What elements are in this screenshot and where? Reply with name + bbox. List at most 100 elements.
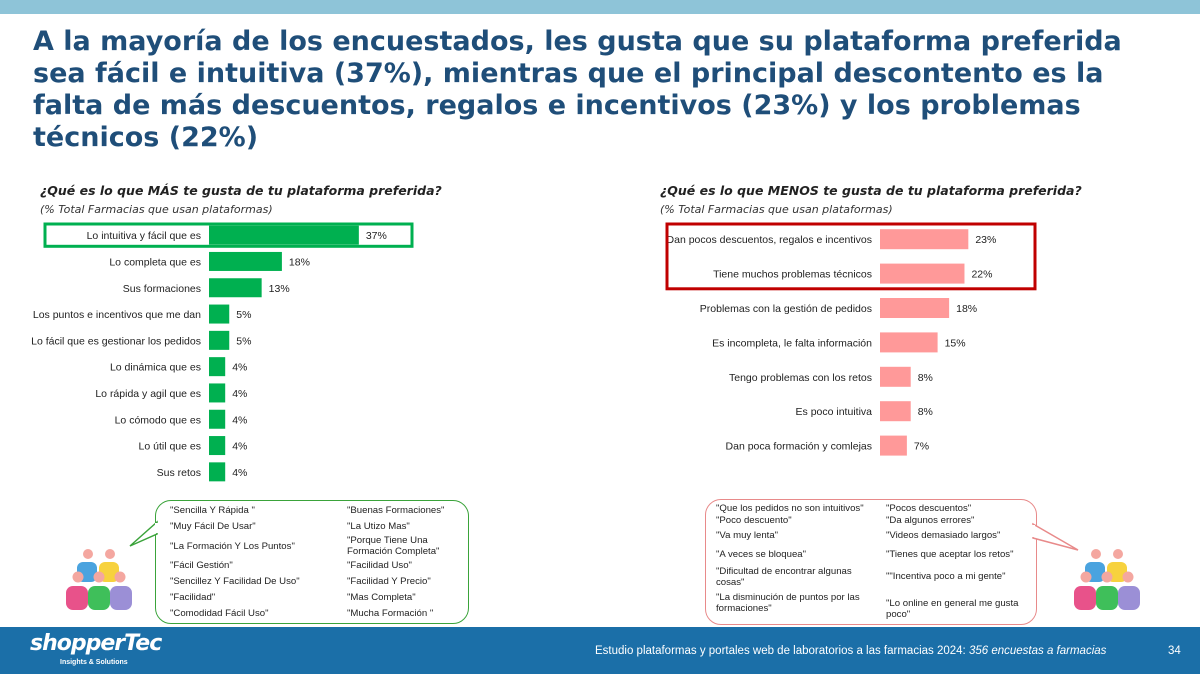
value-label: 8% <box>918 372 933 384</box>
quote: "Poco descuento" <box>716 515 792 526</box>
bar <box>209 409 226 429</box>
category-label: Sus formaciones <box>123 283 201 295</box>
quote: "Lo online en general me gusta poco" <box>886 598 1019 620</box>
people-group-icon <box>66 549 132 610</box>
right-bar-chart: Dan pocos descuentos, regalos e incentiv… <box>640 222 1060 462</box>
quote: "Fácil Gestión" <box>170 560 233 571</box>
left-chart-question: ¿Qué es lo que MÁS te gusta de tu plataf… <box>40 183 442 198</box>
category-label: Lo rápida y agil que es <box>95 388 201 400</box>
bar <box>209 225 359 245</box>
bar <box>880 263 965 284</box>
quote: "La Formación Y Los Puntos" <box>170 541 295 552</box>
bar <box>209 330 230 350</box>
quote: "Porque Tiene Una Formación Completa" <box>347 535 440 557</box>
quote: "Videos demasiado largos" <box>886 530 1001 541</box>
bar <box>209 278 262 298</box>
bar <box>880 229 969 250</box>
page-headline: A la mayoría de los encuestados, les gus… <box>33 26 1122 153</box>
value-label: 7% <box>914 441 929 453</box>
right-chart-question: ¿Qué es lo que MENOS te gusta de tu plat… <box>660 183 1082 198</box>
bar <box>209 462 226 482</box>
category-label: Sus retos <box>157 467 201 479</box>
quote: "La Utizo Mas" <box>347 521 410 532</box>
bar <box>209 251 282 271</box>
logo-tagline: Insights & Solutions <box>60 659 128 666</box>
page-number: 34 <box>1168 645 1181 657</box>
study-caption: Estudio plataformas y portales web de la… <box>595 645 1106 657</box>
quote: "Buenas Formaciones" <box>347 505 445 516</box>
value-label: 4% <box>232 388 247 400</box>
quote: "Sencillez Y Facilidad De Uso" <box>170 576 300 587</box>
value-label: 4% <box>232 362 247 374</box>
dislikes-quotes-bubble: "Que los pedidos no son intuitivos" "Poc… <box>705 499 1037 625</box>
category-label: Es incompleta, le falta información <box>712 337 872 349</box>
likes-quotes-bubble: "Sencilla Y Rápida " "Buenas Formaciones… <box>155 500 469 624</box>
bar <box>880 366 911 387</box>
category-label: Lo fácil que es gestionar los pedidos <box>31 335 201 347</box>
value-label: 8% <box>918 406 933 418</box>
category-label: Los puntos e incentivos que me dan <box>33 309 201 321</box>
quote: "Mas Completa" <box>347 592 416 603</box>
bar <box>209 436 226 456</box>
quote: "Mucha Formación " <box>347 608 434 619</box>
category-label: Es poco intuitiva <box>796 406 873 418</box>
quote: "Da algunos errores" <box>886 515 975 526</box>
bubble-tail <box>1032 522 1079 551</box>
highlight-box <box>43 222 414 248</box>
bar <box>209 383 226 403</box>
quote: "Va muy lenta" <box>716 530 779 541</box>
category-label: Lo cómodo que es <box>115 414 201 426</box>
value-label: 4% <box>232 441 247 453</box>
quote: "Que los pedidos no son intuitivos" <box>716 503 864 514</box>
category-label: Tiene muchos problemas técnicos <box>713 269 872 281</box>
bar-chart-svg: Dan pocos descuentos, regalos e incentiv… <box>665 222 1037 456</box>
study-caption-text: Estudio plataformas y portales web de la… <box>595 645 969 657</box>
value-label: 4% <box>232 414 247 426</box>
bar <box>209 304 230 324</box>
quote: "Sencilla Y Rápida " <box>170 505 255 516</box>
quote: "A veces se bloquea" <box>716 549 807 560</box>
value-label: 5% <box>236 335 251 347</box>
value-label: 22% <box>971 269 992 281</box>
category-label: Lo útil que es <box>139 441 201 453</box>
study-caption-italic: 356 encuestas a farmacias <box>968 645 1107 657</box>
value-label: 5% <box>236 309 251 321</box>
quote: "Facilidad Y Precio" <box>347 576 431 587</box>
bar <box>209 357 226 377</box>
people-group-icon <box>1074 549 1140 610</box>
quote: "Facilidad" <box>170 592 216 603</box>
bar-chart-svg: Lo intuitiva y fácil que es 37% Lo complet… <box>31 222 414 482</box>
bar <box>880 332 938 353</box>
quote: "Comodidad Fácil Uso" <box>170 608 269 619</box>
bar <box>880 298 950 318</box>
quote: "Tienes que aceptar los retos" <box>886 549 1014 560</box>
quote: "Facilidad Uso" <box>347 560 412 571</box>
value-label: 23% <box>975 234 996 246</box>
highlight-box <box>665 222 1037 291</box>
right-chart-subtitle: (% Total Farmacias que usan plataformas) <box>660 203 893 216</box>
category-label: Dan pocos descuentos, regalos e incentiv… <box>667 234 872 246</box>
footer-bar: shopperTec Insights & Solutions Estudio … <box>0 627 1200 674</box>
quote: "Dificultad de encontrar algunas cosas" <box>716 566 852 588</box>
quote: "Pocos descuentos" <box>886 503 972 514</box>
category-label: Tengo problemas con los retos <box>729 372 872 384</box>
bar <box>880 435 907 456</box>
value-label: 13% <box>269 283 290 295</box>
category-label: Lo dinámica que es <box>110 362 201 374</box>
left-chart-subtitle: (% Total Farmacias que usan plataformas) <box>40 203 273 216</box>
value-label: 18% <box>289 256 310 268</box>
left-bar-chart: Lo intuitiva y fácil que es 37% Lo complet… <box>20 222 440 487</box>
value-label: 18% <box>956 303 977 315</box>
value-label: 37% <box>366 230 387 242</box>
bubble-tail <box>129 520 158 547</box>
bar <box>880 401 911 422</box>
category-label: Lo intuitiva y fácil que es <box>87 230 201 242</box>
value-label: 15% <box>945 337 966 349</box>
quote: "Muy Fácil De Usar" <box>170 521 256 532</box>
shoppertec-logo: shopperTec <box>30 631 162 656</box>
quote: "La disminución de puntos por las formac… <box>716 592 860 614</box>
category-label: Dan poca formación y comlejas <box>726 441 872 453</box>
top-accent-bar <box>0 0 1200 14</box>
category-label: Problemas con la gestión de pedidos <box>700 303 872 315</box>
quote: ""Incentiva poco a mi gente" <box>886 571 1006 582</box>
